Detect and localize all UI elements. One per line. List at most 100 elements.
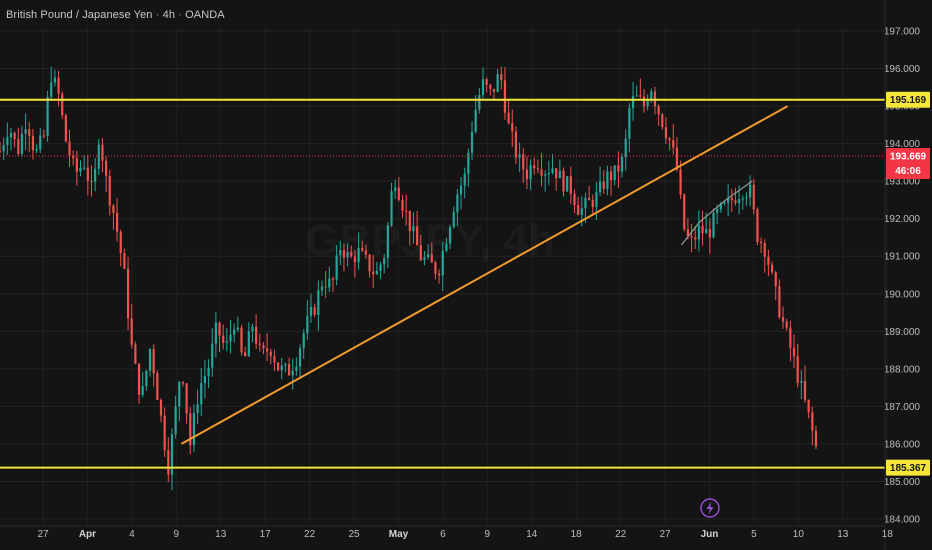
candle-body [324, 286, 327, 288]
candle-body [423, 257, 426, 261]
candle [115, 198, 119, 242]
candle-body [412, 226, 415, 232]
fit-curve-line[interactable] [680, 180, 753, 246]
candle-body [401, 199, 404, 211]
candle-body [269, 351, 272, 357]
symbol-name: British Pound / Japanese Yen [6, 9, 153, 21]
time-tick-label: Jun [701, 529, 719, 540]
candle [192, 404, 196, 453]
level-price-badge [886, 91, 930, 108]
candle [642, 89, 646, 113]
candle-body [145, 370, 148, 387]
candle [134, 341, 137, 365]
price-tick-label: 193.000 [884, 177, 921, 188]
candle-body [489, 84, 492, 89]
candle-body [514, 131, 518, 158]
candle-body [368, 254, 371, 272]
candle [419, 234, 422, 262]
candle-body [628, 108, 631, 139]
candle [203, 359, 207, 399]
candle-body [430, 254, 433, 263]
candle [126, 256, 130, 331]
candle-body [39, 135, 42, 150]
candle-body [796, 356, 799, 383]
candle-body [617, 165, 620, 172]
candle-body [478, 95, 481, 110]
candle [767, 249, 770, 276]
candle [496, 68, 499, 93]
drawing-overlays[interactable] [0, 98, 885, 469]
candle [511, 109, 514, 148]
time-axis[interactable]: 27 Apr 4 9 13 17 22 25 May 6 9 14 18 22 27 Jun 5 10 13 18 [0, 525, 893, 540]
candle [591, 194, 594, 216]
candle-body [170, 434, 174, 475]
candle [489, 83, 492, 96]
trend-line[interactable] [180, 105, 789, 445]
candle-body [295, 366, 298, 371]
candle [222, 324, 225, 350]
candle-body [529, 165, 532, 180]
candle-body [331, 278, 335, 280]
candle-series [0, 66, 818, 491]
candle [672, 124, 675, 155]
candle [577, 196, 580, 216]
candle-body [126, 268, 130, 319]
candle-body [774, 272, 777, 287]
candle-body [361, 247, 364, 251]
candle [386, 221, 389, 268]
current-price-label: 193.669 [890, 152, 927, 163]
candle [372, 254, 375, 288]
candle-body [364, 250, 368, 255]
lightning-icon[interactable] [700, 498, 720, 518]
candle [664, 117, 668, 144]
candle-body [734, 200, 737, 203]
candle [42, 129, 46, 139]
candle-body [459, 185, 463, 195]
candle [86, 154, 89, 196]
candle-body [35, 149, 38, 151]
candle [306, 299, 309, 340]
level-price-label: 185.367 [890, 463, 927, 474]
candle-body [53, 77, 56, 83]
candle-body [90, 180, 93, 182]
candle [675, 136, 679, 172]
candle-body [379, 264, 382, 271]
candle [602, 170, 605, 194]
candle-body [716, 209, 719, 213]
candle-body [727, 197, 730, 203]
candle [163, 407, 166, 458]
candle-body [273, 356, 276, 363]
price-axis[interactable]: 184.000 185.000 186.000 187.000 188.000 189.0… [884, 0, 930, 550]
candle [536, 159, 539, 174]
candle [35, 144, 38, 154]
candle-body [309, 307, 313, 316]
time-tick-label: 9 [485, 529, 491, 540]
candle [156, 370, 159, 400]
candle-body [320, 286, 324, 291]
candle-body [635, 95, 638, 97]
candle-body [770, 264, 774, 273]
current-price-badge [886, 148, 930, 180]
candle-body [86, 167, 89, 181]
candle-body [112, 205, 115, 213]
candle [606, 165, 609, 196]
candle-body [511, 123, 514, 132]
candle [423, 250, 426, 266]
candle-body [507, 112, 510, 124]
candle [474, 95, 477, 134]
candle-body [807, 399, 810, 413]
candle [255, 314, 258, 349]
lightning-icon-bolt [706, 501, 714, 515]
candle [408, 210, 411, 246]
candle [39, 127, 42, 154]
candle [46, 90, 49, 142]
candle [434, 260, 437, 280]
candle-body [705, 229, 708, 234]
candle [470, 121, 474, 161]
candle [617, 151, 620, 189]
candle-body [712, 212, 715, 238]
candle-body [313, 307, 316, 315]
candle-body [342, 250, 346, 258]
candle-body [152, 349, 155, 374]
